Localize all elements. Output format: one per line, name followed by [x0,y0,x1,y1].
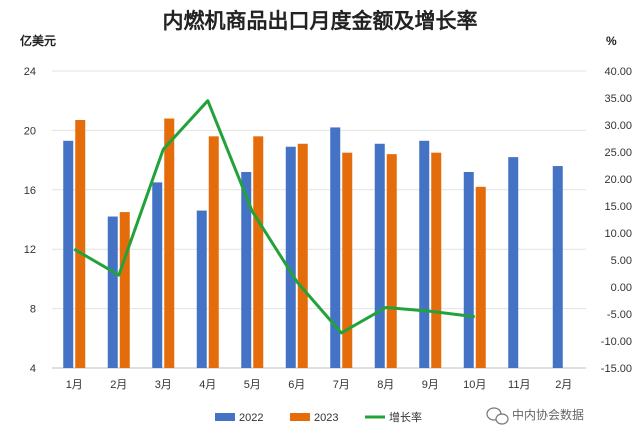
left-tick-label: 8 [30,304,36,316]
axis-ticks: 24 20 16 12 8 4 40.00 35.00 30.00 25.00 20.00 15.00… [24,66,632,391]
left-tick-label: 16 [24,185,36,197]
x-tick-label: 2月 [555,379,572,391]
right-tick-label: 25.00 [604,147,632,159]
bar-2022 [241,171,252,368]
bar-2022 [508,157,519,368]
right-tick-label: 10.00 [604,228,632,240]
watermark: 中内协会数据 [486,407,584,425]
left-axis-unit: 亿美元 [20,33,56,48]
legend-label: 2022 [239,412,263,424]
bar-2023 [386,154,397,368]
bar-2022 [152,182,163,368]
bars [63,118,563,369]
x-tick-label: 4月 [199,379,216,391]
right-tick-label: 35.00 [604,93,632,105]
right-axis-unit: % [606,34,617,48]
left-tick-label: 20 [24,125,36,137]
x-tick-label: 10月 [463,379,486,391]
line-增长率 [73,99,475,335]
right-tick-label: -10.00 [601,336,632,348]
legend-swatch-2023 [290,413,310,421]
x-tick-label: 1月 [66,379,83,391]
left-tick-label: 12 [24,244,36,256]
bar-2023 [75,120,86,368]
right-tick-label: -15.00 [601,363,632,375]
bar-2022 [196,210,207,368]
bar-2023 [208,136,219,368]
left-tick-label: 4 [30,363,36,375]
x-tick-label: 8月 [377,379,394,391]
bar-2022 [374,143,385,368]
x-tick-label: 2月 [110,379,127,391]
bar-2022 [463,171,474,368]
bar-2023 [342,152,353,368]
bar-2023 [475,186,486,368]
right-tick-label: 20.00 [604,174,632,186]
left-tick-label: 24 [24,66,36,78]
x-tick-label: 11月 [508,379,530,391]
right-tick-label: -5.00 [607,309,632,321]
right-tick-label: 5.00 [611,255,632,267]
legend-label: 2023 [314,412,338,424]
bar-2022 [552,166,563,368]
right-tick-label: 40.00 [604,66,632,78]
bar-2022 [330,127,341,369]
grid-lines [52,70,586,369]
x-tick-label: 6月 [288,379,305,391]
bar-2023 [164,118,175,369]
right-tick-label: 30.00 [604,120,632,132]
x-tick-label: 3月 [155,379,172,391]
chart-title: 内燃机商品出口月度金额及增长率 [163,9,478,33]
wechat-icon [486,407,509,425]
legend: 2022 2023 增长率 [215,410,422,424]
right-tick-label: 15.00 [604,201,632,213]
watermark-text: 中内协会数据 [512,407,584,422]
x-tick-label: 7月 [333,379,350,391]
bar-2023 [297,143,308,368]
growth-line [73,99,475,335]
bar-2023 [253,136,264,368]
bar-2023 [431,152,442,368]
bar-2022 [419,140,430,368]
x-tick-label: 9月 [422,379,439,391]
bar-2022 [285,146,296,368]
bar-2023 [119,212,130,368]
x-tick-label: 5月 [244,379,261,391]
right-tick-label: 0.00 [611,282,632,294]
legend-label: 增长率 [389,410,422,424]
bar-2022 [63,140,74,368]
legend-swatch-2022 [215,413,235,421]
bar-2022 [107,216,118,368]
